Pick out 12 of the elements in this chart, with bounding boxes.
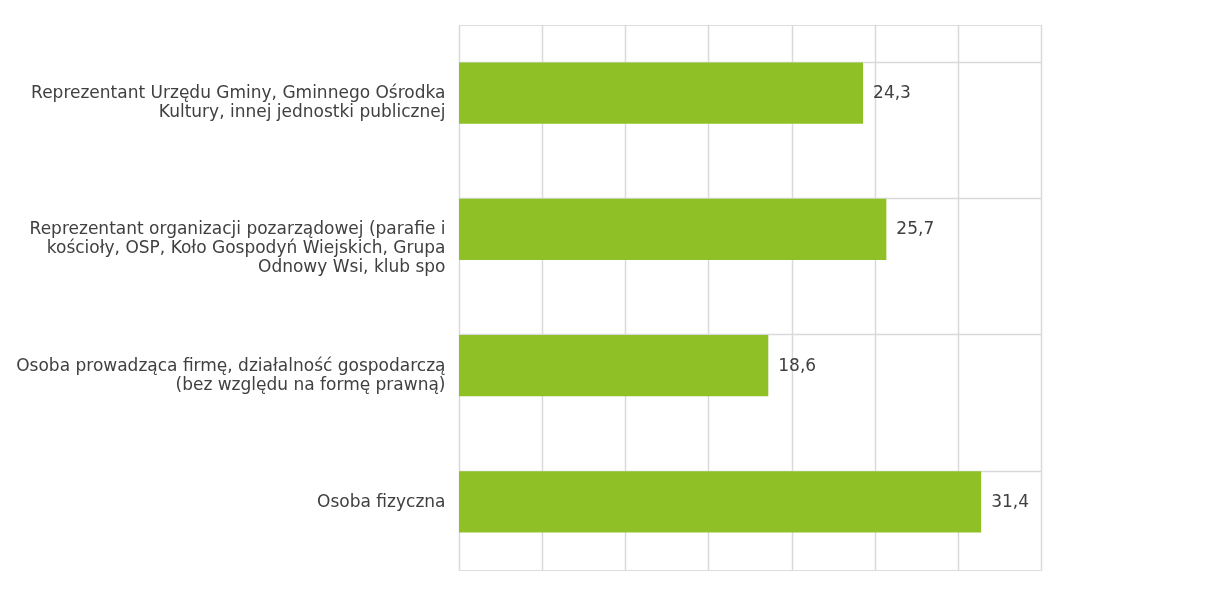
data-label: 31,4	[991, 490, 1029, 511]
y-tick-label: Osoba fizyczna	[317, 490, 446, 511]
data-label: 25,7	[896, 218, 935, 239]
bar	[459, 62, 864, 124]
bar	[459, 334, 769, 397]
data-label: 18,6	[778, 354, 817, 375]
y-tick-label: Reprezentant organizacji pozarządowej (parafie i kościoły, OSP, Koło Gospodyń Wiejskich, Grupa Odnowy Wsi, klub spo	[29, 218, 446, 277]
bar	[459, 198, 887, 261]
data-label: 24,3	[873, 82, 911, 103]
y-tick-label: Osoba prowadząca firmę, działalność gospodarczą (bez względu na formę prawną)	[16, 354, 446, 394]
y-tick-label: Reprezentant Urzędu Gminy, Gminnego Ośrodka Kultury, innej jednostki publicznej	[31, 82, 446, 122]
bar	[459, 471, 982, 533]
